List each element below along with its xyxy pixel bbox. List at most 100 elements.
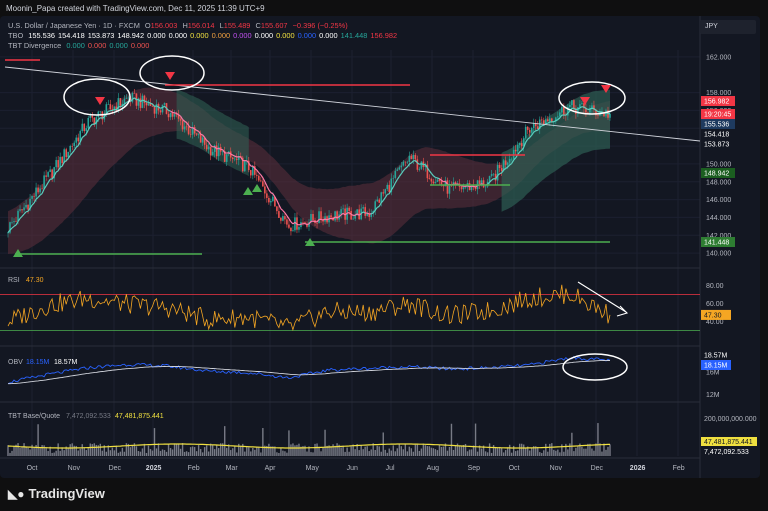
fast-ma-segment — [409, 162, 412, 165]
volume-bar — [302, 446, 304, 456]
candle-body — [107, 104, 110, 105]
volume-bar — [125, 443, 128, 456]
candle-body — [440, 181, 443, 185]
candle-body — [284, 216, 286, 220]
candle-body — [424, 164, 427, 167]
fast-ma-segment — [523, 142, 527, 148]
candle-body — [151, 106, 154, 107]
candle-body — [544, 119, 547, 124]
arrow-annotation[interactable] — [577, 281, 629, 317]
candle-body — [71, 145, 74, 147]
drawings[interactable] — [4, 55, 701, 381]
highlight-ellipse[interactable] — [562, 353, 628, 381]
volume-bar — [376, 445, 378, 456]
volume-bar — [183, 451, 186, 456]
tbo-value: 0.000 — [211, 31, 231, 40]
candle-body — [225, 154, 228, 162]
obv-tick-label: 16M — [706, 370, 720, 377]
volume-bar — [55, 450, 57, 456]
highlight-ellipse[interactable] — [63, 78, 131, 116]
fast-ma-segment — [83, 133, 87, 137]
volume-bar — [529, 450, 531, 456]
candle-body — [221, 151, 224, 152]
candle-body — [189, 134, 192, 135]
volume-bar — [486, 452, 489, 456]
price-pane[interactable] — [7, 87, 611, 254]
fast-ma-segment — [503, 168, 506, 171]
time-tick-label: Nov — [550, 465, 563, 472]
fast-ma-segment — [290, 221, 294, 225]
volume-bar — [593, 450, 595, 456]
obv-tag — [701, 360, 731, 370]
fast-ma-segment — [85, 129, 89, 135]
fast-ma-segment — [517, 151, 521, 156]
volume-bar — [348, 451, 350, 456]
volume-bar — [123, 451, 126, 456]
fast-ma-segment — [105, 110, 109, 115]
currency-badge[interactable]: JPY — [700, 20, 756, 34]
candle-body — [330, 215, 332, 218]
candle-body — [276, 206, 278, 212]
trend-line[interactable] — [4, 66, 701, 142]
candle-body — [199, 133, 202, 143]
fast-ma-segment — [7, 229, 11, 234]
volume-bar — [250, 451, 252, 456]
volume-bar — [232, 448, 234, 456]
fast-ma-segment — [338, 214, 342, 218]
fast-ma-segment — [489, 179, 493, 183]
volume-bar — [338, 444, 340, 456]
time-tick-label: Dec — [109, 465, 122, 472]
fast-ma-segment — [51, 175, 55, 180]
volume-bar — [211, 444, 214, 456]
time-axis[interactable]: Oct Nov Dec 2025 Feb Mar Apr May Jun Jul Aug Sep Oct… — [27, 465, 685, 472]
fast-ma-segment — [380, 200, 384, 204]
candle-body — [406, 161, 409, 163]
tbo-value: 0.000 — [147, 31, 166, 40]
candle-body — [310, 214, 312, 223]
volume-bar — [474, 423, 477, 456]
highlight-ellipse[interactable] — [558, 81, 626, 115]
tbo-value: 148.942 — [117, 31, 145, 40]
ohlc-close: 155.607 — [260, 21, 288, 30]
tbt-divergence-legend[interactable]: TBT Divergence 0.000 0.000 0.000 0.000 — [8, 41, 152, 50]
candle-body — [388, 184, 391, 193]
fast-ma-segment — [505, 166, 509, 170]
volume-bar — [452, 449, 455, 456]
candle-body — [215, 145, 218, 157]
volume-bar — [290, 444, 292, 456]
candle-body — [270, 201, 272, 203]
volume-bar — [364, 446, 366, 456]
fast-ma-segment — [240, 156, 244, 161]
candle-body — [304, 222, 306, 224]
volume-bar — [394, 451, 396, 456]
volume-bar — [396, 448, 398, 456]
fast-ma-segment — [198, 130, 202, 135]
fast-ma-segment — [491, 178, 494, 181]
volume-bar — [137, 451, 140, 456]
candle-body — [306, 223, 308, 227]
candle-body — [53, 167, 55, 179]
fast-ma-segment — [77, 141, 81, 147]
volume-bar — [597, 423, 599, 456]
volume-bar — [175, 443, 178, 456]
highlight-ellipse[interactable] — [139, 55, 205, 91]
volume-bar — [547, 451, 549, 456]
price-tag — [701, 119, 735, 129]
volume-bar — [448, 446, 451, 456]
price-tag-label: 154.418 — [704, 132, 729, 139]
tradingview-brand[interactable]: ◣● TradingView — [8, 486, 105, 501]
candle-body — [378, 199, 381, 203]
candle-body — [207, 146, 210, 150]
fast-ma-segment — [124, 102, 127, 105]
volume-bar — [260, 452, 262, 456]
candle-body — [520, 143, 523, 147]
fast-ma-segment — [95, 119, 99, 123]
tbt-divergence-value: 0.000 — [109, 41, 128, 50]
tbo-legend[interactable]: TBO 155.536 154.418 153.873 148.942 0.000 0.0… — [8, 31, 400, 40]
symbol-legend[interactable]: U.S. Dollar / Japanese Yen · 1D · FXCM O… — [8, 21, 351, 30]
tbt-pane[interactable]: TBT Base/Quote 7,472,092.533 47,481,875.44… — [7, 413, 757, 456]
price-axis[interactable]: 162.000158.000156.000154.000152.000150.0… — [701, 54, 735, 258]
